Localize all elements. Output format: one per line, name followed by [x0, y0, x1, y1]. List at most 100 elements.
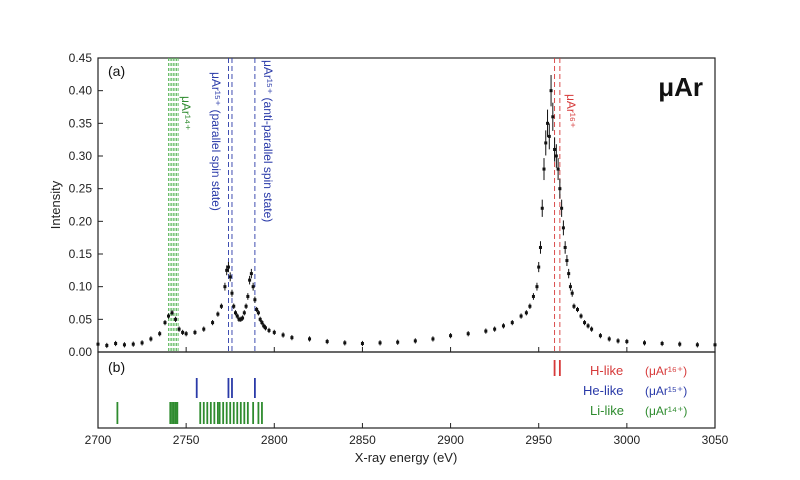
data-point	[239, 317, 243, 321]
data-point	[625, 340, 629, 344]
data-point	[568, 285, 572, 289]
data-point	[211, 321, 215, 325]
data-point	[242, 311, 246, 315]
data-point	[556, 167, 560, 171]
data-point	[184, 332, 188, 336]
data-point	[449, 334, 453, 338]
data-points	[96, 74, 717, 349]
data-point	[524, 311, 528, 315]
data-point	[226, 265, 230, 269]
x-tick-label: 3050	[702, 433, 729, 447]
data-point	[542, 167, 546, 171]
data-point	[244, 304, 248, 308]
data-point	[466, 332, 470, 336]
y-tick-label: 0.15	[69, 247, 93, 261]
data-point	[258, 317, 262, 321]
data-point	[267, 328, 271, 332]
data-point	[260, 321, 264, 325]
x-tick-label: 2800	[261, 433, 288, 447]
x-tick-label: 3000	[614, 433, 641, 447]
data-point	[484, 329, 488, 333]
data-point	[431, 337, 435, 341]
panel-b-label: (b)	[108, 359, 125, 375]
data-point	[325, 340, 329, 344]
data-point	[249, 272, 253, 276]
data-point	[642, 341, 646, 345]
data-point	[567, 272, 571, 276]
data-point	[122, 343, 126, 347]
data-point	[531, 294, 535, 298]
data-point	[256, 311, 260, 315]
data-point	[519, 314, 523, 318]
data-point	[140, 341, 144, 345]
data-point	[158, 332, 162, 336]
data-point	[202, 327, 206, 331]
data-point	[544, 141, 548, 145]
data-point	[551, 115, 555, 119]
data-point	[561, 226, 565, 230]
legend-he-like-label: He-like	[583, 383, 623, 398]
data-point	[501, 324, 505, 328]
data-point	[549, 89, 553, 93]
annotation-mu-ar-14: μAr¹⁴⁺	[179, 96, 193, 130]
data-point	[219, 304, 223, 308]
legend-he-like-ion: (μAr¹⁵⁺)	[645, 384, 687, 398]
annotation-mu-ar-15-parallel: μAr¹⁵⁺ (parallel spin state)	[209, 72, 223, 211]
annotation-mu-ar-16: μAr¹⁶⁺	[564, 94, 578, 128]
y-axis-label: Intensity	[48, 180, 63, 229]
data-point	[565, 259, 569, 263]
data-point	[281, 333, 285, 337]
data-point	[598, 334, 602, 338]
data-point	[241, 316, 245, 320]
y-tick-label: 0.10	[69, 280, 93, 294]
x-tick-label: 2850	[349, 433, 376, 447]
data-point	[262, 324, 266, 328]
data-point	[493, 327, 497, 331]
x-tick-label: 2900	[437, 433, 464, 447]
data-point	[378, 341, 382, 345]
data-point	[246, 294, 250, 298]
data-point	[540, 206, 544, 210]
data-point	[216, 312, 220, 316]
data-point	[114, 342, 118, 346]
data-point	[181, 330, 185, 334]
data-point	[413, 339, 417, 343]
data-point	[255, 308, 259, 312]
data-point	[396, 340, 400, 344]
data-point	[105, 343, 109, 347]
data-point	[575, 308, 579, 312]
data-point	[560, 206, 564, 210]
legend-li-like-label: Li-like	[590, 403, 624, 418]
y-tick-label: 0.35	[69, 116, 93, 130]
y-tick-label: 0.20	[69, 214, 93, 228]
data-point	[234, 311, 238, 315]
data-point	[163, 321, 167, 325]
data-point	[290, 336, 294, 340]
legend-h-like-label: H-like	[590, 363, 623, 378]
data-point	[553, 147, 557, 151]
data-point	[547, 134, 551, 138]
panel-a-label: (a)	[108, 63, 125, 79]
data-point	[546, 121, 550, 125]
data-point	[538, 245, 542, 249]
y-tick-label: 0.05	[69, 312, 93, 326]
data-point	[572, 304, 576, 308]
data-point	[170, 311, 174, 315]
data-point	[251, 285, 255, 289]
transition-markers	[116, 360, 561, 424]
data-point	[272, 330, 276, 334]
data-point	[558, 187, 562, 191]
data-point	[223, 285, 227, 289]
data-point	[510, 321, 514, 325]
data-point	[695, 343, 699, 347]
x-axis-ticks: 2700 2750 2800 2850 2900 2950 3000 3050	[85, 347, 729, 447]
data-point	[579, 314, 583, 318]
x-tick-label: 2950	[525, 433, 552, 447]
data-point	[570, 291, 574, 295]
data-point	[360, 342, 364, 346]
data-point	[235, 314, 239, 318]
li-like-band	[168, 58, 179, 352]
data-point	[343, 341, 347, 345]
chart-title: μAr	[658, 72, 703, 102]
